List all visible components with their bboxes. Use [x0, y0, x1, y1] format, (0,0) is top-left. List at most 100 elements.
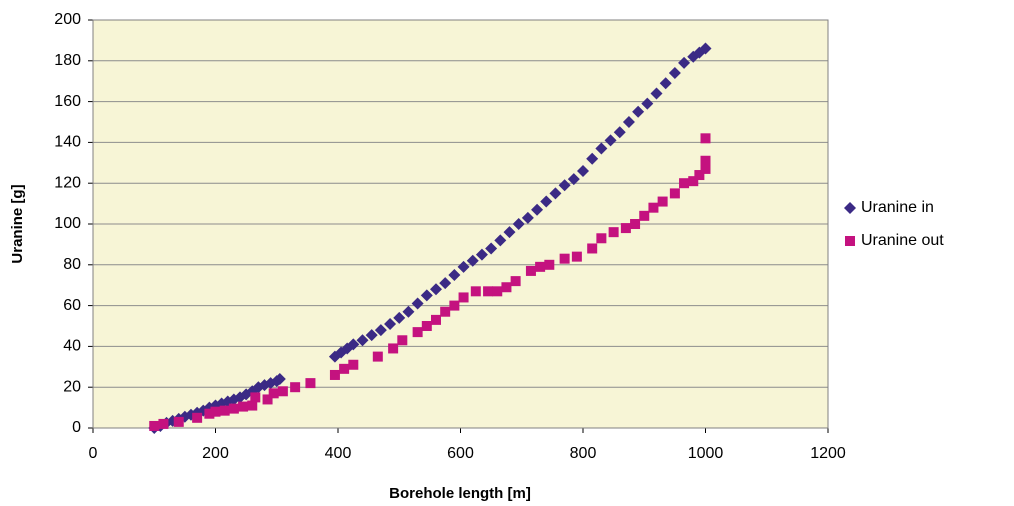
point — [494, 234, 507, 247]
point — [238, 401, 249, 412]
point — [510, 276, 521, 287]
point — [262, 394, 273, 405]
point — [439, 277, 452, 290]
point — [668, 67, 681, 80]
point — [648, 202, 659, 213]
point — [448, 269, 461, 281]
x-tick-label: 1000 — [688, 445, 724, 462]
point — [559, 253, 570, 264]
point — [247, 400, 258, 411]
x-tick-label: 0 — [89, 445, 98, 462]
x-tick-label: 800 — [570, 445, 597, 462]
y-axis-title: Uranine [g] — [9, 184, 26, 263]
point — [356, 334, 369, 347]
plot-border — [92, 19, 829, 429]
y-tick-label: 0 — [72, 419, 81, 436]
point — [639, 210, 650, 221]
y-tick-label: 60 — [63, 297, 81, 314]
point — [384, 317, 397, 330]
point — [678, 56, 691, 69]
point — [250, 392, 261, 403]
point — [659, 77, 672, 90]
point — [540, 195, 553, 208]
point — [622, 116, 635, 128]
point — [503, 226, 516, 239]
point — [613, 126, 626, 139]
point — [210, 406, 221, 417]
point — [657, 196, 668, 207]
y-tick-label: 140 — [54, 134, 81, 151]
point — [587, 243, 598, 254]
point — [348, 359, 359, 370]
point — [595, 142, 608, 155]
point — [372, 351, 383, 362]
legend-marker — [845, 236, 855, 246]
point — [531, 203, 544, 216]
point — [393, 311, 406, 324]
point — [158, 418, 169, 429]
point — [421, 321, 432, 331]
point — [596, 233, 607, 244]
point — [449, 300, 460, 311]
y-tick-label: 200 — [54, 11, 81, 28]
point — [571, 251, 582, 262]
legend-marker — [844, 202, 856, 214]
legend-label: Uranine out — [861, 232, 944, 249]
point — [483, 286, 494, 297]
point — [374, 324, 387, 337]
point — [650, 87, 663, 100]
y-tick-label: 100 — [54, 215, 81, 232]
y-tick-label: 20 — [63, 378, 81, 395]
point — [700, 163, 711, 174]
point — [268, 388, 279, 399]
point — [365, 329, 378, 342]
point — [632, 105, 645, 118]
point — [149, 420, 160, 431]
point — [192, 412, 203, 423]
point — [567, 173, 580, 186]
point — [535, 261, 546, 272]
point — [608, 227, 619, 238]
y-tick-label: 80 — [63, 256, 81, 273]
x-tick-label: 600 — [447, 445, 474, 462]
point — [501, 282, 512, 293]
point — [228, 403, 239, 414]
point — [521, 211, 534, 224]
point — [431, 314, 441, 325]
point — [329, 369, 340, 380]
point — [273, 373, 286, 386]
y-tick-label: 120 — [54, 174, 81, 191]
point — [388, 343, 399, 354]
point — [440, 306, 451, 317]
point — [694, 170, 705, 181]
point — [204, 408, 215, 419]
point — [688, 176, 699, 187]
point — [290, 382, 301, 393]
x-tick-label: 1200 — [810, 445, 846, 462]
y-tick-label: 160 — [54, 93, 81, 110]
point — [219, 405, 230, 416]
point — [700, 133, 711, 144]
point — [577, 164, 589, 177]
point — [411, 297, 424, 310]
point — [549, 187, 562, 200]
point — [397, 335, 408, 346]
y-tick-label: 180 — [54, 52, 81, 69]
point — [604, 134, 617, 147]
point — [679, 178, 690, 189]
point — [544, 259, 555, 270]
point — [669, 188, 680, 199]
point — [457, 260, 470, 273]
point — [558, 179, 571, 192]
point — [402, 305, 415, 318]
point — [470, 286, 481, 297]
point — [412, 327, 423, 338]
point — [173, 416, 184, 427]
point — [277, 386, 288, 397]
point — [475, 248, 488, 261]
point — [466, 254, 479, 267]
x-axis-title: Borehole length [m] — [389, 485, 531, 502]
point — [305, 378, 316, 389]
point — [430, 283, 442, 296]
